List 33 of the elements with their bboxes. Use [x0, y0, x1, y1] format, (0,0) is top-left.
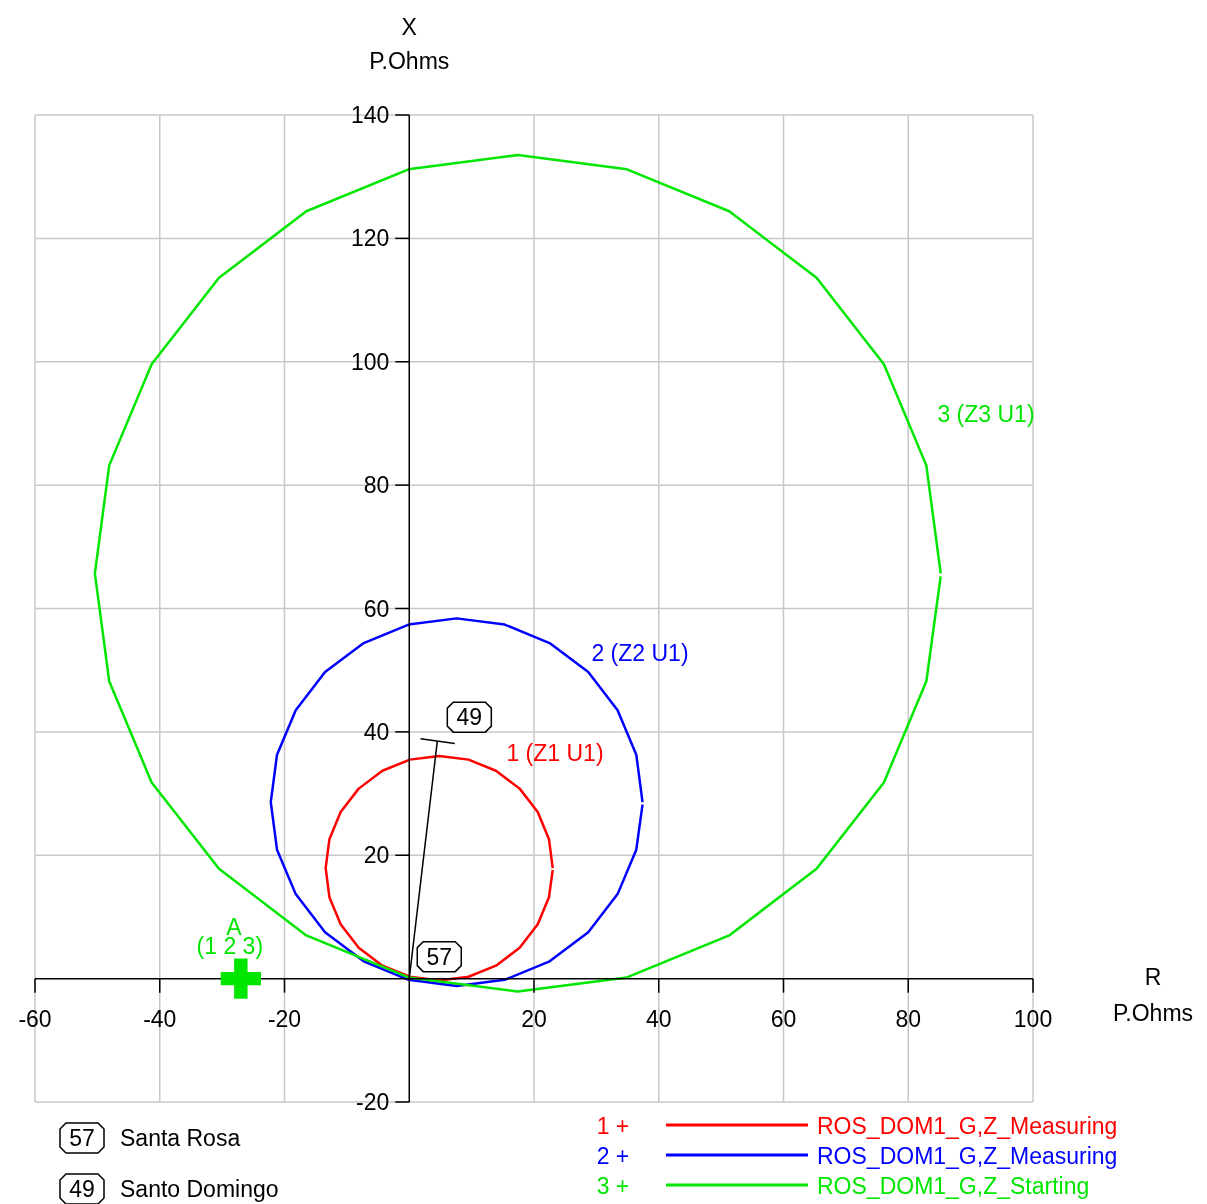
text: ROS_DOM1_G,Z_Starting	[817, 1173, 1090, 1199]
text: Santo Domingo	[120, 1176, 279, 1202]
x-tick-label: 20	[521, 1005, 547, 1032]
text: ROS_DOM1_G,Z_Measuring	[817, 1143, 1118, 1169]
text: 3 +	[596, 1173, 630, 1199]
y-tick-label: 120	[350, 225, 390, 252]
x-tick-label: 100	[1013, 1005, 1053, 1032]
y-tick-label: -20	[356, 1089, 390, 1115]
y-tick-label: 80	[363, 472, 390, 499]
text: Santa Rosa	[120, 1125, 241, 1151]
y-tick-label: 140	[350, 102, 390, 128]
annotation: 1 (Z1 U1)	[505, 739, 605, 767]
y-tick-label: 40	[363, 718, 390, 745]
annotation: 49	[456, 704, 483, 731]
x-axis-title: R P.Ohms	[1111, 962, 1195, 1028]
x-tick-label: -20	[267, 1005, 302, 1032]
text: 1 +	[596, 1113, 630, 1139]
y-tick-label: 20	[363, 842, 390, 869]
text: 57	[69, 1125, 95, 1151]
y-tick-label: 100	[350, 348, 390, 375]
x-tick-label: -40	[143, 1005, 177, 1032]
annotation: 2 (Z2 U1)	[590, 639, 690, 667]
annotation: 57	[426, 943, 453, 970]
x-tick-label: 60	[770, 1005, 797, 1032]
y-tick-label: 60	[363, 595, 390, 622]
text: 49	[69, 1176, 95, 1202]
annotation: 3 (Z3 U1)	[936, 400, 1036, 428]
x-tick-label: 80	[895, 1005, 922, 1032]
text: ROS_DOM1_G,Z_Measuring	[817, 1113, 1118, 1139]
y-axis-title: X P.Ohms	[368, 13, 451, 76]
x-tick-label: 40	[645, 1005, 672, 1032]
text: 2 +	[596, 1143, 630, 1169]
x-tick-label: -60	[18, 1005, 52, 1032]
